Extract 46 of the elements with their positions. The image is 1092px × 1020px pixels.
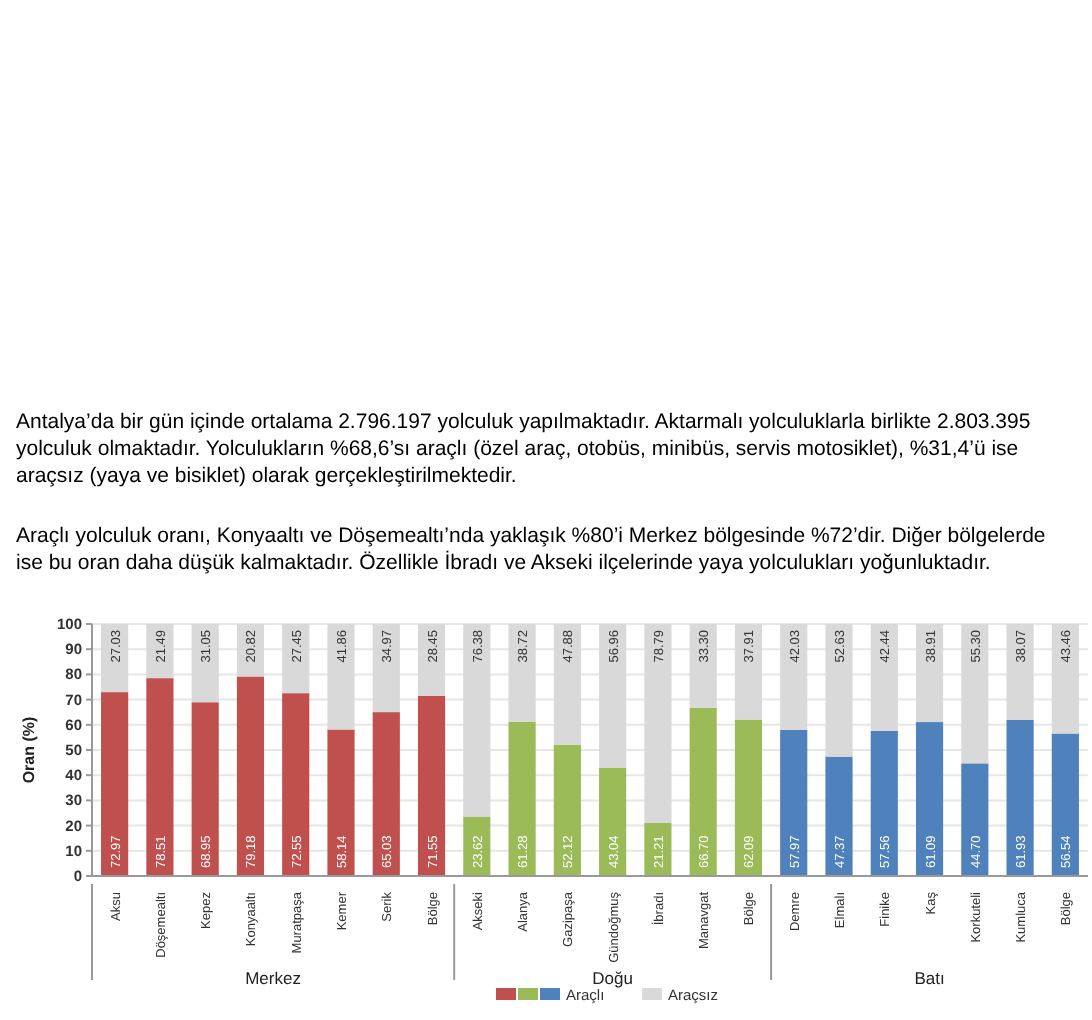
bar xyxy=(915,722,944,876)
bar xyxy=(870,624,898,731)
bar xyxy=(417,695,446,876)
bar xyxy=(282,624,310,694)
bar xyxy=(961,624,989,764)
bar xyxy=(734,624,763,720)
bar xyxy=(734,719,763,876)
chart-title: Antalya’da bir gün içinde ortalama 2.796.197 yolculuk yapılmaktadır. Aktarmalı yolculuklarla birlikte 2.803.395 yolculuk olmaktadır. Yolculukların %68,6’sı araçlı (özel araç, otobüs, minibüs, servis motosiklet), %31,4’ü ise araçsız (yaya ve bisiklet) olarak gerçekleştirilmektedir. xyxy=(16,410,1031,488)
bar xyxy=(508,624,536,722)
text: Batı xyxy=(914,968,945,988)
bar xyxy=(236,676,265,876)
bar xyxy=(508,721,536,876)
bar xyxy=(191,702,219,876)
bar xyxy=(825,624,853,757)
bar xyxy=(825,756,853,876)
bar xyxy=(1006,719,1034,876)
bar xyxy=(780,729,808,876)
bar xyxy=(870,730,898,876)
bar xyxy=(961,763,989,876)
bar xyxy=(599,767,627,876)
text: Doğu xyxy=(592,968,634,988)
bar xyxy=(282,693,310,876)
bar xyxy=(780,624,808,730)
bar xyxy=(1006,624,1034,720)
bar xyxy=(644,624,672,823)
bar xyxy=(372,624,400,713)
chart-subtitle: Araçlı yolculuk oranı, Konyaaltı ve Döşemealtı’nda yaklaşık %80’i Merkez bölgesinde %72’dir. Diğer bölgelerde ise bu oran daha düşük kalmaktadır. Özellikle İbradı ve Akseki ilçelerinde yaya yolculukları yoğunluktadır. xyxy=(16,524,1046,575)
bar xyxy=(327,729,355,876)
bar xyxy=(553,624,581,745)
bar xyxy=(1051,733,1079,876)
bar xyxy=(915,624,944,723)
bar xyxy=(417,624,446,696)
bar xyxy=(191,624,219,703)
bar xyxy=(372,712,400,876)
bar xyxy=(463,624,491,817)
bar xyxy=(689,707,717,876)
y-axis-title: Oran (%) xyxy=(20,716,38,784)
bar xyxy=(101,692,129,876)
bar xyxy=(327,624,355,730)
bar xyxy=(1051,624,1079,734)
bar xyxy=(689,624,717,708)
bar xyxy=(101,624,129,693)
text: Merkez xyxy=(245,968,301,988)
bar xyxy=(553,744,581,876)
bar xyxy=(146,678,174,876)
bar xyxy=(599,624,627,768)
